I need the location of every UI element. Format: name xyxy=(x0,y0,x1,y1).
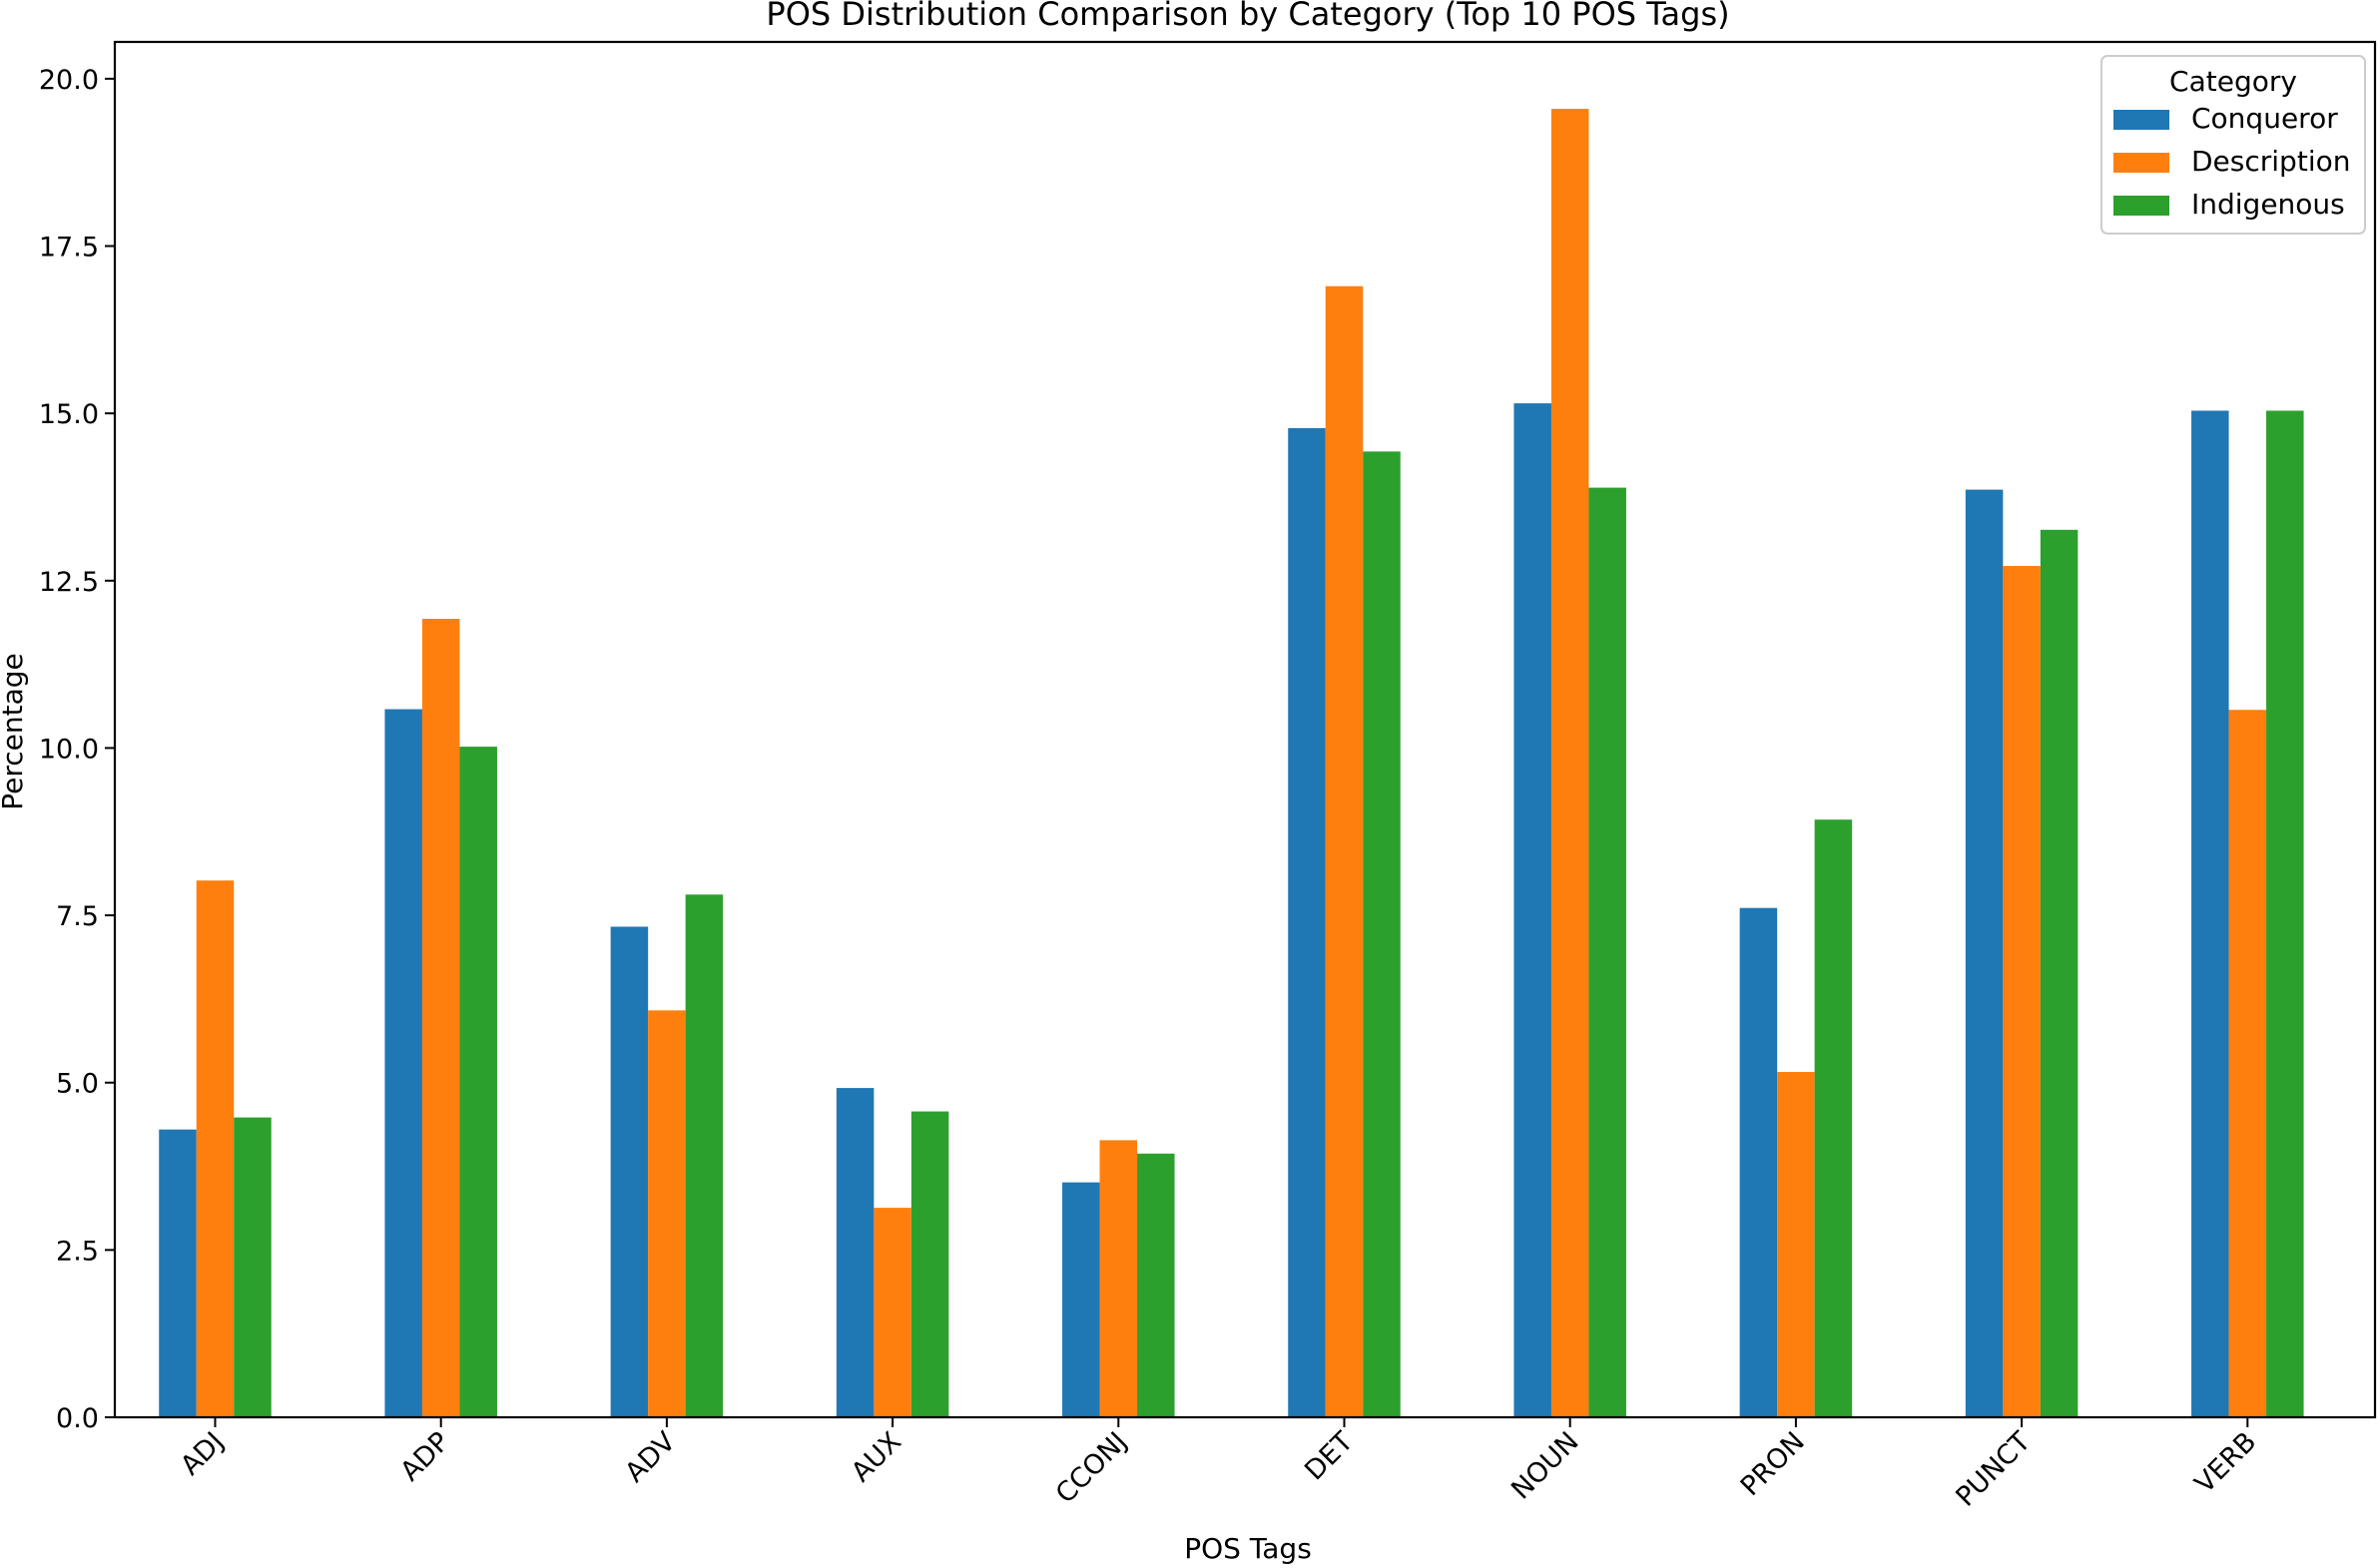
bar-conqueror-aux xyxy=(836,1088,875,1417)
bar-description-adp xyxy=(421,619,460,1417)
legend-label-description: Description xyxy=(2191,145,2350,178)
bar-description-cconj xyxy=(1099,1140,1138,1417)
bar-conqueror-noun xyxy=(1513,403,1551,1418)
bar-description-punct xyxy=(2003,566,2041,1417)
y-tick-label: 17.5 xyxy=(39,233,99,263)
legend-swatch-conqueror xyxy=(2113,110,2169,130)
y-tick-label: 20.0 xyxy=(39,65,99,96)
bar-conqueror-adj xyxy=(159,1129,197,1417)
bar-indigenous-verb xyxy=(2266,410,2304,1417)
bar-conqueror-pron xyxy=(1739,907,1778,1417)
legend-label-indigenous: Indigenous xyxy=(2191,188,2345,221)
bar-conqueror-det xyxy=(1288,427,1326,1417)
bar-description-verb xyxy=(2228,710,2267,1417)
bar-indigenous-noun xyxy=(1588,487,1626,1417)
y-tick-label: 7.5 xyxy=(56,901,99,932)
legend-swatch-indigenous xyxy=(2113,196,2169,216)
legend-title: Category xyxy=(2169,65,2297,98)
bar-indigenous-det xyxy=(1363,451,1401,1418)
y-axis-ticks: 0.0 2.5 5.0 7.5 10.0 12.5 15.0 17.5 20.0 xyxy=(39,65,115,1434)
y-tick-label: 10.0 xyxy=(39,734,99,765)
bar-indigenous-adj xyxy=(234,1117,272,1417)
y-tick-label: 12.5 xyxy=(39,567,99,598)
y-tick-label: 0.0 xyxy=(56,1403,99,1434)
x-axis-label: POS Tags xyxy=(1184,1532,1312,1564)
y-tick-label: 2.5 xyxy=(56,1236,99,1267)
bar-description-noun xyxy=(1550,109,1589,1418)
legend-items: Conqueror Description Indigenous xyxy=(2113,102,2350,221)
bar-conqueror-punct xyxy=(1965,489,2004,1417)
y-tick-label: 5.0 xyxy=(56,1069,99,1100)
plot-area-frame xyxy=(113,40,2377,1419)
legend: Category Conqueror Description Indigenous xyxy=(2100,55,2366,235)
legend-label-conqueror: Conqueror xyxy=(2191,102,2338,135)
bar-description-pron xyxy=(1777,1071,1815,1417)
bar-conqueror-cconj xyxy=(1062,1182,1100,1417)
legend-frame xyxy=(2100,55,2366,235)
bar-description-aux xyxy=(874,1208,911,1417)
bar-indigenous-pron xyxy=(1814,819,1853,1417)
bar-conqueror-verb xyxy=(2191,410,2229,1417)
bar-indigenous-aux xyxy=(910,1111,949,1417)
bar-indigenous-adp xyxy=(459,747,497,1417)
bars-group xyxy=(159,109,2304,1418)
bar-description-adj xyxy=(196,880,235,1417)
bar-description-det xyxy=(1325,285,1364,1417)
bar-conqueror-adv xyxy=(610,926,649,1417)
chart-title: POS Distribution Comparison by Category … xyxy=(766,0,1729,33)
bar-conqueror-adp xyxy=(384,709,422,1417)
bar-indigenous-punct xyxy=(2040,529,2079,1417)
legend-swatch-description xyxy=(2113,153,2169,173)
y-axis-label: Percentage xyxy=(0,653,29,810)
y-tick-label: 15.0 xyxy=(39,399,99,430)
bar-indigenous-cconj xyxy=(1137,1153,1175,1417)
bar-description-adv xyxy=(648,1010,686,1417)
bar-indigenous-adv xyxy=(685,894,724,1417)
